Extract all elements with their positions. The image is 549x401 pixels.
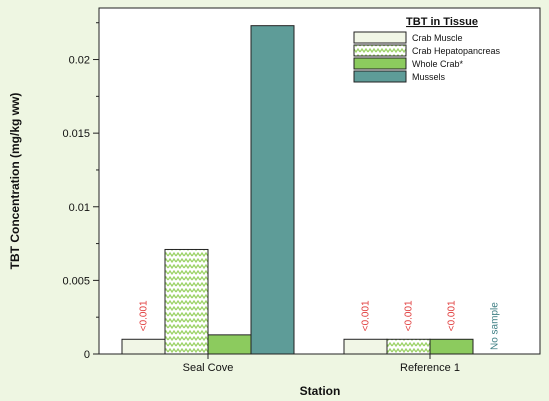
legend-label: Whole Crab*	[412, 59, 464, 69]
legend-label: Crab Muscle	[412, 33, 463, 43]
bar	[343, 338, 388, 355]
x-tick-label: Reference 1	[400, 362, 460, 374]
x-axis-title: Station	[300, 384, 341, 398]
legend: TBT in Tissue Crab Muscle Crab Hepatopanc…	[353, 16, 501, 83]
legend-swatch	[353, 44, 407, 57]
bar-annotation: <0.001	[361, 300, 372, 331]
bar	[207, 334, 252, 355]
bar-annotation: <0.001	[447, 300, 458, 331]
y-tick-label: 0.015	[62, 128, 90, 140]
y-tick-label: 0.01	[69, 202, 90, 214]
legend-swatch	[353, 31, 407, 44]
legend-title: TBT in Tissue	[406, 16, 478, 28]
x-axis: Seal Cove Reference 1	[183, 354, 460, 374]
legend-label: Crab Hepatopancreas	[412, 46, 501, 56]
bar	[121, 338, 166, 355]
legend-label: Mussels	[412, 72, 446, 82]
bar	[386, 338, 431, 355]
bar-annotation: <0.001	[139, 300, 150, 331]
bar	[250, 25, 295, 355]
y-axis: 0 0.005 0.01 0.015 0.02	[62, 22, 99, 361]
bars	[121, 25, 474, 355]
legend-swatch	[353, 57, 407, 70]
bar	[164, 248, 209, 355]
legend-swatch	[353, 70, 407, 83]
bar-annotations: <0.001 <0.001 <0.001 <0.001 No sample	[139, 300, 501, 350]
y-tick-label: 0	[84, 349, 90, 361]
y-axis-title: TBT Concentration (mg/kg ww)	[8, 93, 22, 270]
bar-annotation: No sample	[490, 302, 501, 350]
y-tick-label: 0.005	[62, 275, 90, 287]
x-tick-label: Seal Cove	[183, 362, 234, 374]
y-tick-label: 0.02	[69, 55, 90, 67]
bar-annotation: <0.001	[404, 300, 415, 331]
bar	[429, 338, 474, 355]
legend-items: Crab Muscle Crab Hepatopancreas Whole Crab…	[353, 31, 501, 83]
